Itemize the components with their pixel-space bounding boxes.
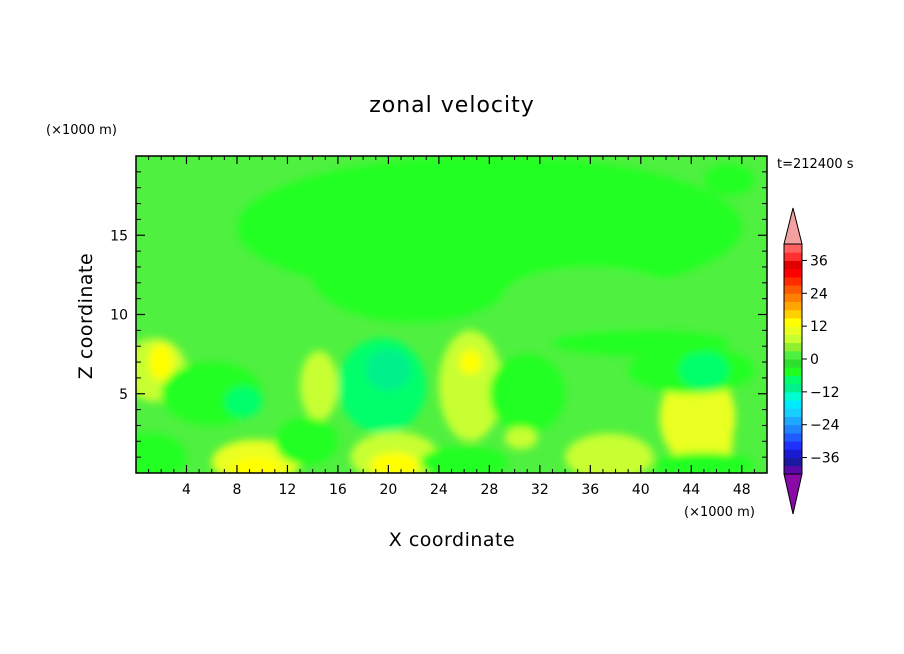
y-axis-label: Z coordinate <box>75 253 97 379</box>
x-tick-label: 44 <box>682 482 700 498</box>
colorbar-tick-label: −36 <box>810 451 840 467</box>
colorbar-under-arrow <box>783 473 803 515</box>
x-tick-label: 28 <box>480 482 498 498</box>
x-tick-label: 32 <box>531 482 549 498</box>
x-tick-label: 12 <box>279 482 297 498</box>
colorbar-segment <box>784 293 802 302</box>
x-unit-label: (×1000 m) <box>684 505 755 520</box>
colorbar-tick-label: 12 <box>810 319 828 335</box>
x-axis-ticks: 4 8 12 16 20 24 28 32 36 40 44 48 <box>148 156 755 498</box>
x-axis-label: X coordinate <box>389 529 515 551</box>
contour-region <box>136 433 187 473</box>
time-label: t=212400 s <box>777 157 854 172</box>
y-tick-label: 5 <box>119 387 128 403</box>
colorbar-tick-label: −12 <box>810 385 840 401</box>
x-tick-label: 24 <box>430 482 448 498</box>
contour-region <box>703 163 755 196</box>
colorbar-segment <box>784 375 802 385</box>
colorbar-segment <box>784 465 802 475</box>
contour-region <box>300 350 338 421</box>
x-tick-label: 40 <box>632 482 650 498</box>
colorbar-segment <box>784 359 802 368</box>
colorbar-segment <box>784 268 802 278</box>
colorbar-segment <box>784 367 802 376</box>
contour-region <box>148 343 174 382</box>
colorbar: 36 24 12 0 −12 −24 −36 <box>783 207 840 515</box>
colorbar-segment <box>784 334 802 344</box>
contour-region <box>312 227 515 323</box>
colorbar-segment <box>784 260 802 270</box>
colorbar-segment <box>784 301 802 311</box>
colorbar-segment <box>784 326 802 335</box>
contour-region <box>565 433 654 473</box>
contour-region <box>419 446 509 473</box>
contour-region <box>365 349 412 391</box>
colorbar-segment <box>784 244 802 253</box>
colorbar-tick-label: 24 <box>810 286 828 302</box>
colorbar-segment <box>784 317 802 327</box>
x-tick-label: 16 <box>329 482 347 498</box>
chart-title: zonal velocity <box>369 93 535 118</box>
colorbar-tick-label: −24 <box>810 418 840 434</box>
colorbar-segment <box>784 350 802 360</box>
colorbar-segment <box>784 457 802 467</box>
contour-region <box>504 427 538 450</box>
contour-region <box>653 452 755 473</box>
colorbar-segment <box>784 449 802 459</box>
colorbar-segment <box>784 391 802 401</box>
y-tick-label: 10 <box>110 308 128 324</box>
colorbar-segment <box>784 252 802 261</box>
colorbar-segment <box>784 424 802 434</box>
x-tick-label: 8 <box>232 482 241 498</box>
colorbar-tick-label: 0 <box>810 352 819 368</box>
contour-region <box>552 330 730 356</box>
contour-region <box>489 354 566 434</box>
colorbar-segment <box>784 383 802 393</box>
colorbar-over-arrow <box>783 207 803 245</box>
contour-region <box>274 417 338 466</box>
contour-region <box>678 350 730 389</box>
contour-region <box>438 330 502 442</box>
contour-region <box>459 349 482 375</box>
x-tick-label: 48 <box>733 482 751 498</box>
colorbar-segment <box>784 276 802 286</box>
x-tick-label: 4 <box>182 482 191 498</box>
colorbar-segment <box>784 285 802 294</box>
colorbar-segment <box>784 400 802 409</box>
y-tick-label: 15 <box>110 228 128 244</box>
contour-region <box>501 266 679 331</box>
y-unit-label: (×1000 m) <box>46 123 117 138</box>
colorbar-segment <box>784 309 802 319</box>
contour-region <box>369 452 420 473</box>
contour-field <box>136 156 767 473</box>
contour-region <box>224 385 263 418</box>
x-tick-label: 20 <box>379 482 397 498</box>
contour-region <box>230 457 282 473</box>
y-axis-ticks: 5 10 15 <box>110 171 767 458</box>
colorbar-segment <box>784 416 802 426</box>
x-tick-label: 36 <box>581 482 599 498</box>
colorbar-segment <box>784 408 802 417</box>
colorbar-segment <box>784 441 802 450</box>
colorbar-tick-label: 36 <box>810 253 828 269</box>
colorbar-segment <box>784 432 802 442</box>
colorbar-segment <box>784 342 802 352</box>
